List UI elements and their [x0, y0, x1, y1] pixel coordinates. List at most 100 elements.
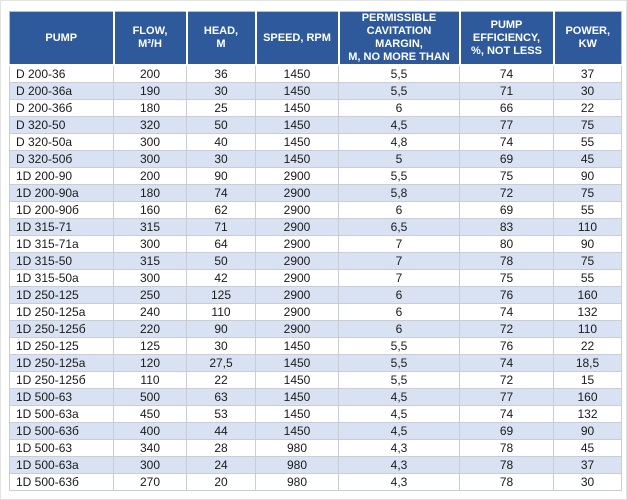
- cell-cavitation: 5,5: [338, 64, 460, 83]
- cell-head: 74: [186, 184, 256, 202]
- cell-cavitation: 6: [338, 99, 460, 117]
- cell-flow: 270: [113, 473, 187, 491]
- cell-efficiency: 74: [459, 133, 554, 151]
- cell-speed: 980: [255, 456, 339, 474]
- cell-speed: 2900: [255, 201, 339, 219]
- cell-pump: 1D 200-90: [9, 167, 114, 185]
- cell-power: 55: [553, 201, 622, 219]
- cell-cavitation: 7: [338, 269, 460, 287]
- cell-flow: 125: [113, 337, 187, 355]
- cell-cavitation: 6: [338, 286, 460, 304]
- cell-flow: 160: [113, 201, 187, 219]
- cell-head: 30: [186, 337, 256, 355]
- cell-speed: 1450: [255, 388, 339, 406]
- cell-cavitation: 4,3: [338, 456, 460, 474]
- cell-pump: 1D 250-125б: [9, 371, 114, 389]
- cell-head: 110: [186, 303, 256, 321]
- table-row: 1D 200-90 200 90 2900 5,5 75 90: [9, 167, 622, 185]
- cell-efficiency: 78: [459, 456, 554, 474]
- cell-pump: 1D 500-63: [9, 439, 114, 457]
- cell-power: 30: [553, 473, 622, 491]
- table-body: D 200-36 200 36 1450 5,5 74 37 D 200-36a 190 30 14…: [9, 64, 622, 491]
- cell-efficiency: 76: [459, 337, 554, 355]
- cell-speed: 2900: [255, 303, 339, 321]
- cell-power: 55: [553, 269, 622, 287]
- cell-speed: 1450: [255, 64, 339, 83]
- column-header-speed: SPEED, RPM: [255, 11, 340, 66]
- cell-pump: 1D 500-63б: [9, 422, 114, 440]
- cell-cavitation: 6: [338, 201, 460, 219]
- cell-pump: 1D 315-50: [9, 252, 114, 270]
- cell-flow: 300: [113, 456, 187, 474]
- table-row: 1D 500-63 500 63 1450 4,5 77 160: [9, 388, 622, 406]
- table-row: 1D 500-63б 400 44 1450 4,5 69 90: [9, 422, 622, 440]
- cell-efficiency: 69: [459, 201, 554, 219]
- cell-pump: 1D 250-125: [9, 286, 114, 304]
- cell-head: 25: [186, 99, 256, 117]
- cell-cavitation: 6: [338, 303, 460, 321]
- column-header-flow: FLOW, M³/H: [113, 11, 188, 66]
- cell-power: 55: [553, 133, 622, 151]
- table-row: 1D 500-63a 300 24 980 4,3 78 37: [9, 456, 622, 474]
- cell-cavitation: 4,5: [338, 116, 460, 134]
- cell-flow: 400: [113, 422, 187, 440]
- cell-speed: 1450: [255, 405, 339, 423]
- cell-efficiency: 74: [459, 354, 554, 372]
- cell-pump: 1D 250-125a: [9, 354, 114, 372]
- cell-cavitation: 5,5: [338, 167, 460, 185]
- cell-cavitation: 5,5: [338, 337, 460, 355]
- header-row: PUMP FLOW, M³/H HEAD, M SPEED, RPM PERMISSIB…: [9, 11, 622, 66]
- cell-efficiency: 71: [459, 82, 554, 100]
- cell-cavitation: 6,5: [338, 218, 460, 236]
- cell-efficiency: 72: [459, 371, 554, 389]
- cell-head: 90: [186, 320, 256, 338]
- cell-efficiency: 75: [459, 269, 554, 287]
- cell-flow: 180: [113, 99, 187, 117]
- cell-pump: 1D 315-50a: [9, 269, 114, 287]
- cell-pump: 1D 500-63a: [9, 456, 114, 474]
- cell-pump: D 200-36a: [9, 82, 114, 100]
- cell-head: 40: [186, 133, 256, 151]
- cell-flow: 300: [113, 150, 187, 168]
- cell-cavitation: 4,8: [338, 133, 460, 151]
- cell-efficiency: 74: [459, 405, 554, 423]
- cell-head: 42: [186, 269, 256, 287]
- cell-power: 75: [553, 252, 622, 270]
- cell-flow: 220: [113, 320, 187, 338]
- cell-flow: 120: [113, 354, 187, 372]
- cell-power: 37: [553, 456, 622, 474]
- cell-efficiency: 83: [459, 218, 554, 236]
- cell-pump: 1D 250-125б: [9, 320, 114, 338]
- cell-head: 62: [186, 201, 256, 219]
- cell-efficiency: 76: [459, 286, 554, 304]
- table-row: D 200-36 200 36 1450 5,5 74 37: [9, 64, 622, 83]
- cell-head: 20: [186, 473, 256, 491]
- cell-flow: 190: [113, 82, 187, 100]
- cell-efficiency: 72: [459, 320, 554, 338]
- cell-head: 50: [186, 252, 256, 270]
- cell-cavitation: 5,5: [338, 371, 460, 389]
- cell-power: 132: [553, 405, 622, 423]
- cell-flow: 315: [113, 252, 187, 270]
- cell-head: 44: [186, 422, 256, 440]
- table-row: D 320-50a 300 40 1450 4,8 74 55: [9, 133, 622, 151]
- cell-cavitation: 5,5: [338, 82, 460, 100]
- cell-pump: 1D 200-90б: [9, 201, 114, 219]
- cell-pump: D 320-50: [9, 116, 114, 134]
- cell-cavitation: 4,3: [338, 473, 460, 491]
- cell-speed: 2900: [255, 320, 339, 338]
- cell-speed: 1450: [255, 371, 339, 389]
- cell-power: 110: [553, 218, 622, 236]
- cell-efficiency: 80: [459, 235, 554, 253]
- cell-flow: 315: [113, 218, 187, 236]
- cell-head: 36: [186, 64, 256, 83]
- cell-head: 50: [186, 116, 256, 134]
- table-row: 1D 200-90б 160 62 2900 6 69 55: [9, 201, 622, 219]
- cell-head: 90: [186, 167, 256, 185]
- cell-pump: D 200-36б: [9, 99, 114, 117]
- cell-speed: 2900: [255, 218, 339, 236]
- table-row: 1D 250-125a 240 110 2900 6 74 132: [9, 303, 622, 321]
- cell-speed: 1450: [255, 150, 339, 168]
- cell-head: 125: [186, 286, 256, 304]
- cell-flow: 320: [113, 116, 187, 134]
